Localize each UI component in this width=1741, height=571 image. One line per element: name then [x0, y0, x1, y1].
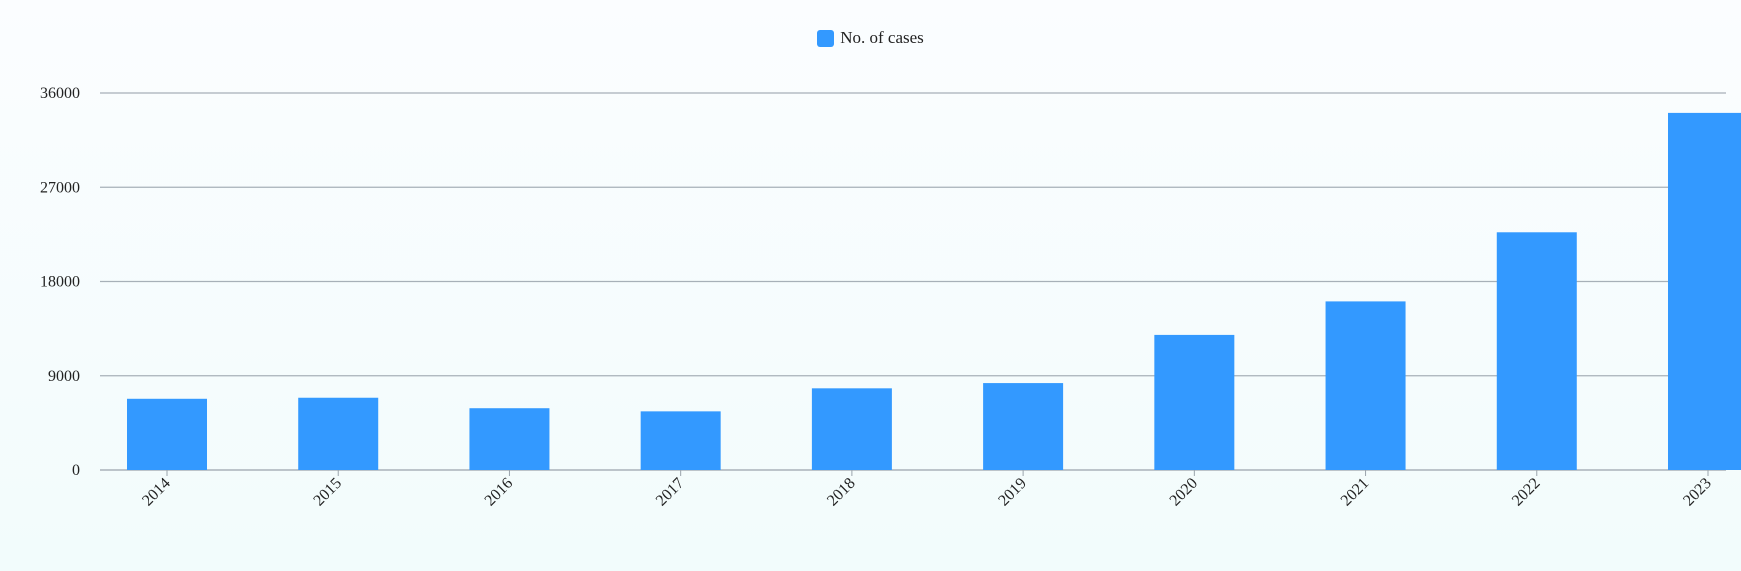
y-tick-label: 18000 — [40, 274, 80, 291]
legend: No. of cases — [0, 28, 1741, 48]
bar — [1496, 232, 1577, 470]
x-tick-label: 2015 — [310, 475, 345, 510]
bar — [1668, 112, 1741, 471]
x-tick-label: 2022 — [1509, 475, 1544, 510]
x-tick-label: 2014 — [139, 475, 174, 510]
y-tick-label: 27000 — [40, 179, 80, 196]
legend-label: No. of cases — [840, 28, 924, 47]
x-tick-label: 2021 — [1338, 475, 1373, 510]
bar — [983, 383, 1064, 470]
bar — [1154, 334, 1235, 470]
x-tick-label: 2016 — [482, 475, 517, 510]
bar — [127, 398, 207, 470]
x-tick-label: 2018 — [824, 475, 859, 510]
legend-swatch — [817, 29, 835, 47]
bar — [1325, 301, 1406, 470]
x-tick-label: 2023 — [1680, 475, 1715, 510]
x-tick-label: 2019 — [995, 475, 1030, 510]
y-tick-label: 36000 — [40, 85, 80, 102]
y-tick-label: 9000 — [48, 368, 80, 385]
bar — [640, 411, 721, 470]
x-tick-label: 2020 — [1167, 475, 1202, 510]
bar — [469, 408, 550, 470]
y-tick-label: 0 — [72, 462, 80, 479]
bar — [298, 397, 379, 470]
bar — [811, 388, 892, 470]
x-tick-label: 2017 — [653, 475, 688, 510]
